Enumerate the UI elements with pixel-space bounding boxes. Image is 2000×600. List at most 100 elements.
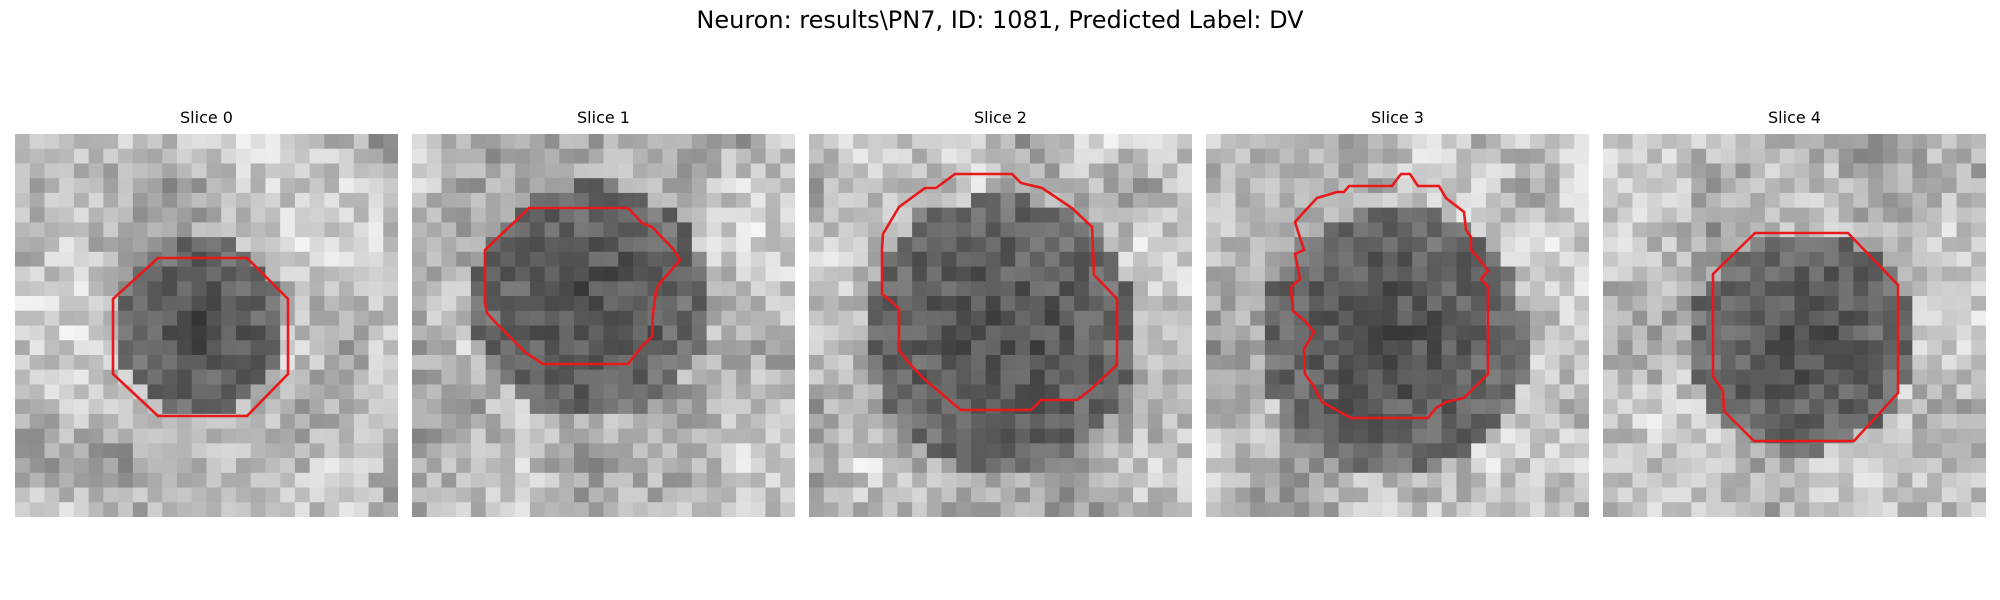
image-pixel xyxy=(1133,148,1149,164)
image-pixel xyxy=(1294,384,1310,400)
image-pixel xyxy=(882,384,898,400)
image-pixel xyxy=(132,384,149,400)
image-pixel xyxy=(1750,178,1766,194)
image-pixel xyxy=(103,487,119,503)
image-pixel xyxy=(339,178,355,194)
image-pixel xyxy=(1426,163,1443,179)
image-pixel xyxy=(485,384,501,400)
image-pixel xyxy=(1279,251,1295,268)
image-pixel xyxy=(353,296,370,312)
image-pixel xyxy=(280,384,296,400)
image-pixel xyxy=(1735,296,1751,312)
image-pixel xyxy=(1691,266,1707,282)
image-pixel xyxy=(985,458,1001,474)
image-pixel xyxy=(1956,163,1972,179)
image-pixel xyxy=(426,458,442,474)
image-pixel xyxy=(1147,458,1164,474)
image-pixel xyxy=(59,251,75,268)
image-pixel xyxy=(412,178,428,194)
image-pixel xyxy=(456,413,472,430)
image-pixel xyxy=(29,443,45,459)
image-pixel xyxy=(103,399,119,415)
image-pixel xyxy=(1177,340,1192,356)
image-pixel xyxy=(544,237,560,253)
image-pixel xyxy=(1956,458,1972,474)
image-pixel xyxy=(867,237,884,253)
image-pixel xyxy=(1074,458,1090,474)
image-pixel xyxy=(1750,340,1766,356)
image-pixel xyxy=(339,281,355,297)
image-pixel xyxy=(559,222,575,238)
image-pixel xyxy=(1412,134,1428,150)
image-pixel xyxy=(1530,354,1546,371)
image-pixel xyxy=(485,487,501,503)
image-pixel xyxy=(1544,178,1561,194)
image-pixel xyxy=(339,310,355,326)
image-pixel xyxy=(1015,148,1031,164)
image-pixel xyxy=(1691,281,1707,297)
image-pixel xyxy=(1617,266,1633,282)
image-pixel xyxy=(1720,148,1737,164)
image-pixel xyxy=(1206,134,1222,150)
image-pixel xyxy=(632,148,649,164)
image-pixel xyxy=(1133,310,1149,326)
image-pixel xyxy=(912,354,928,371)
image-pixel xyxy=(1059,296,1075,312)
image-pixel xyxy=(853,340,869,356)
image-pixel xyxy=(1029,207,1046,223)
image-pixel xyxy=(29,399,45,415)
image-pixel xyxy=(1838,148,1854,164)
image-pixel xyxy=(15,251,31,268)
image-pixel xyxy=(1000,310,1016,326)
image-pixel xyxy=(867,281,884,297)
image-pixel xyxy=(368,399,384,415)
image-pixel xyxy=(1676,428,1692,444)
image-pixel xyxy=(1927,281,1943,297)
image-pixel xyxy=(1294,148,1310,164)
image-pixel xyxy=(941,384,957,400)
image-pixel xyxy=(1485,296,1502,312)
image-pixel xyxy=(103,413,119,430)
image-pixel xyxy=(1397,472,1413,489)
image-pixel xyxy=(1794,502,1810,517)
image-pixel xyxy=(691,399,708,415)
image-pixel xyxy=(265,354,281,371)
image-pixel xyxy=(368,207,384,223)
image-pixel xyxy=(339,325,355,341)
image-pixel xyxy=(1147,354,1164,371)
image-pixel xyxy=(177,207,193,223)
image-pixel xyxy=(1661,413,1678,430)
image-pixel xyxy=(529,472,546,489)
image-pixel xyxy=(1617,222,1633,238)
image-pixel xyxy=(1515,428,1531,444)
image-pixel xyxy=(867,207,884,223)
image-pixel xyxy=(280,134,296,150)
image-pixel xyxy=(147,178,163,194)
image-pixel xyxy=(412,251,428,268)
image-pixel xyxy=(1750,192,1766,209)
image-pixel xyxy=(1559,369,1575,385)
image-pixel xyxy=(162,472,178,489)
image-pixel xyxy=(339,134,355,150)
image-pixel xyxy=(73,222,90,238)
image-pixel xyxy=(59,472,75,489)
image-pixel xyxy=(985,207,1001,223)
image-pixel xyxy=(1059,281,1075,297)
image-pixel xyxy=(956,192,972,209)
image-pixel xyxy=(632,472,649,489)
image-pixel xyxy=(971,178,987,194)
image-pixel xyxy=(132,472,149,489)
image-pixel xyxy=(221,192,237,209)
image-pixel xyxy=(1338,296,1354,312)
image-pixel xyxy=(1118,428,1134,444)
image-pixel xyxy=(1029,251,1046,268)
image-pixel xyxy=(1309,237,1325,253)
image-pixel xyxy=(559,340,575,356)
image-pixel xyxy=(1794,134,1810,150)
image-pixel xyxy=(677,178,693,194)
image-pixel xyxy=(926,134,943,150)
image-pixel xyxy=(44,413,60,430)
image-pixel xyxy=(1000,178,1016,194)
image-pixel xyxy=(280,266,296,282)
image-pixel xyxy=(1794,413,1810,430)
